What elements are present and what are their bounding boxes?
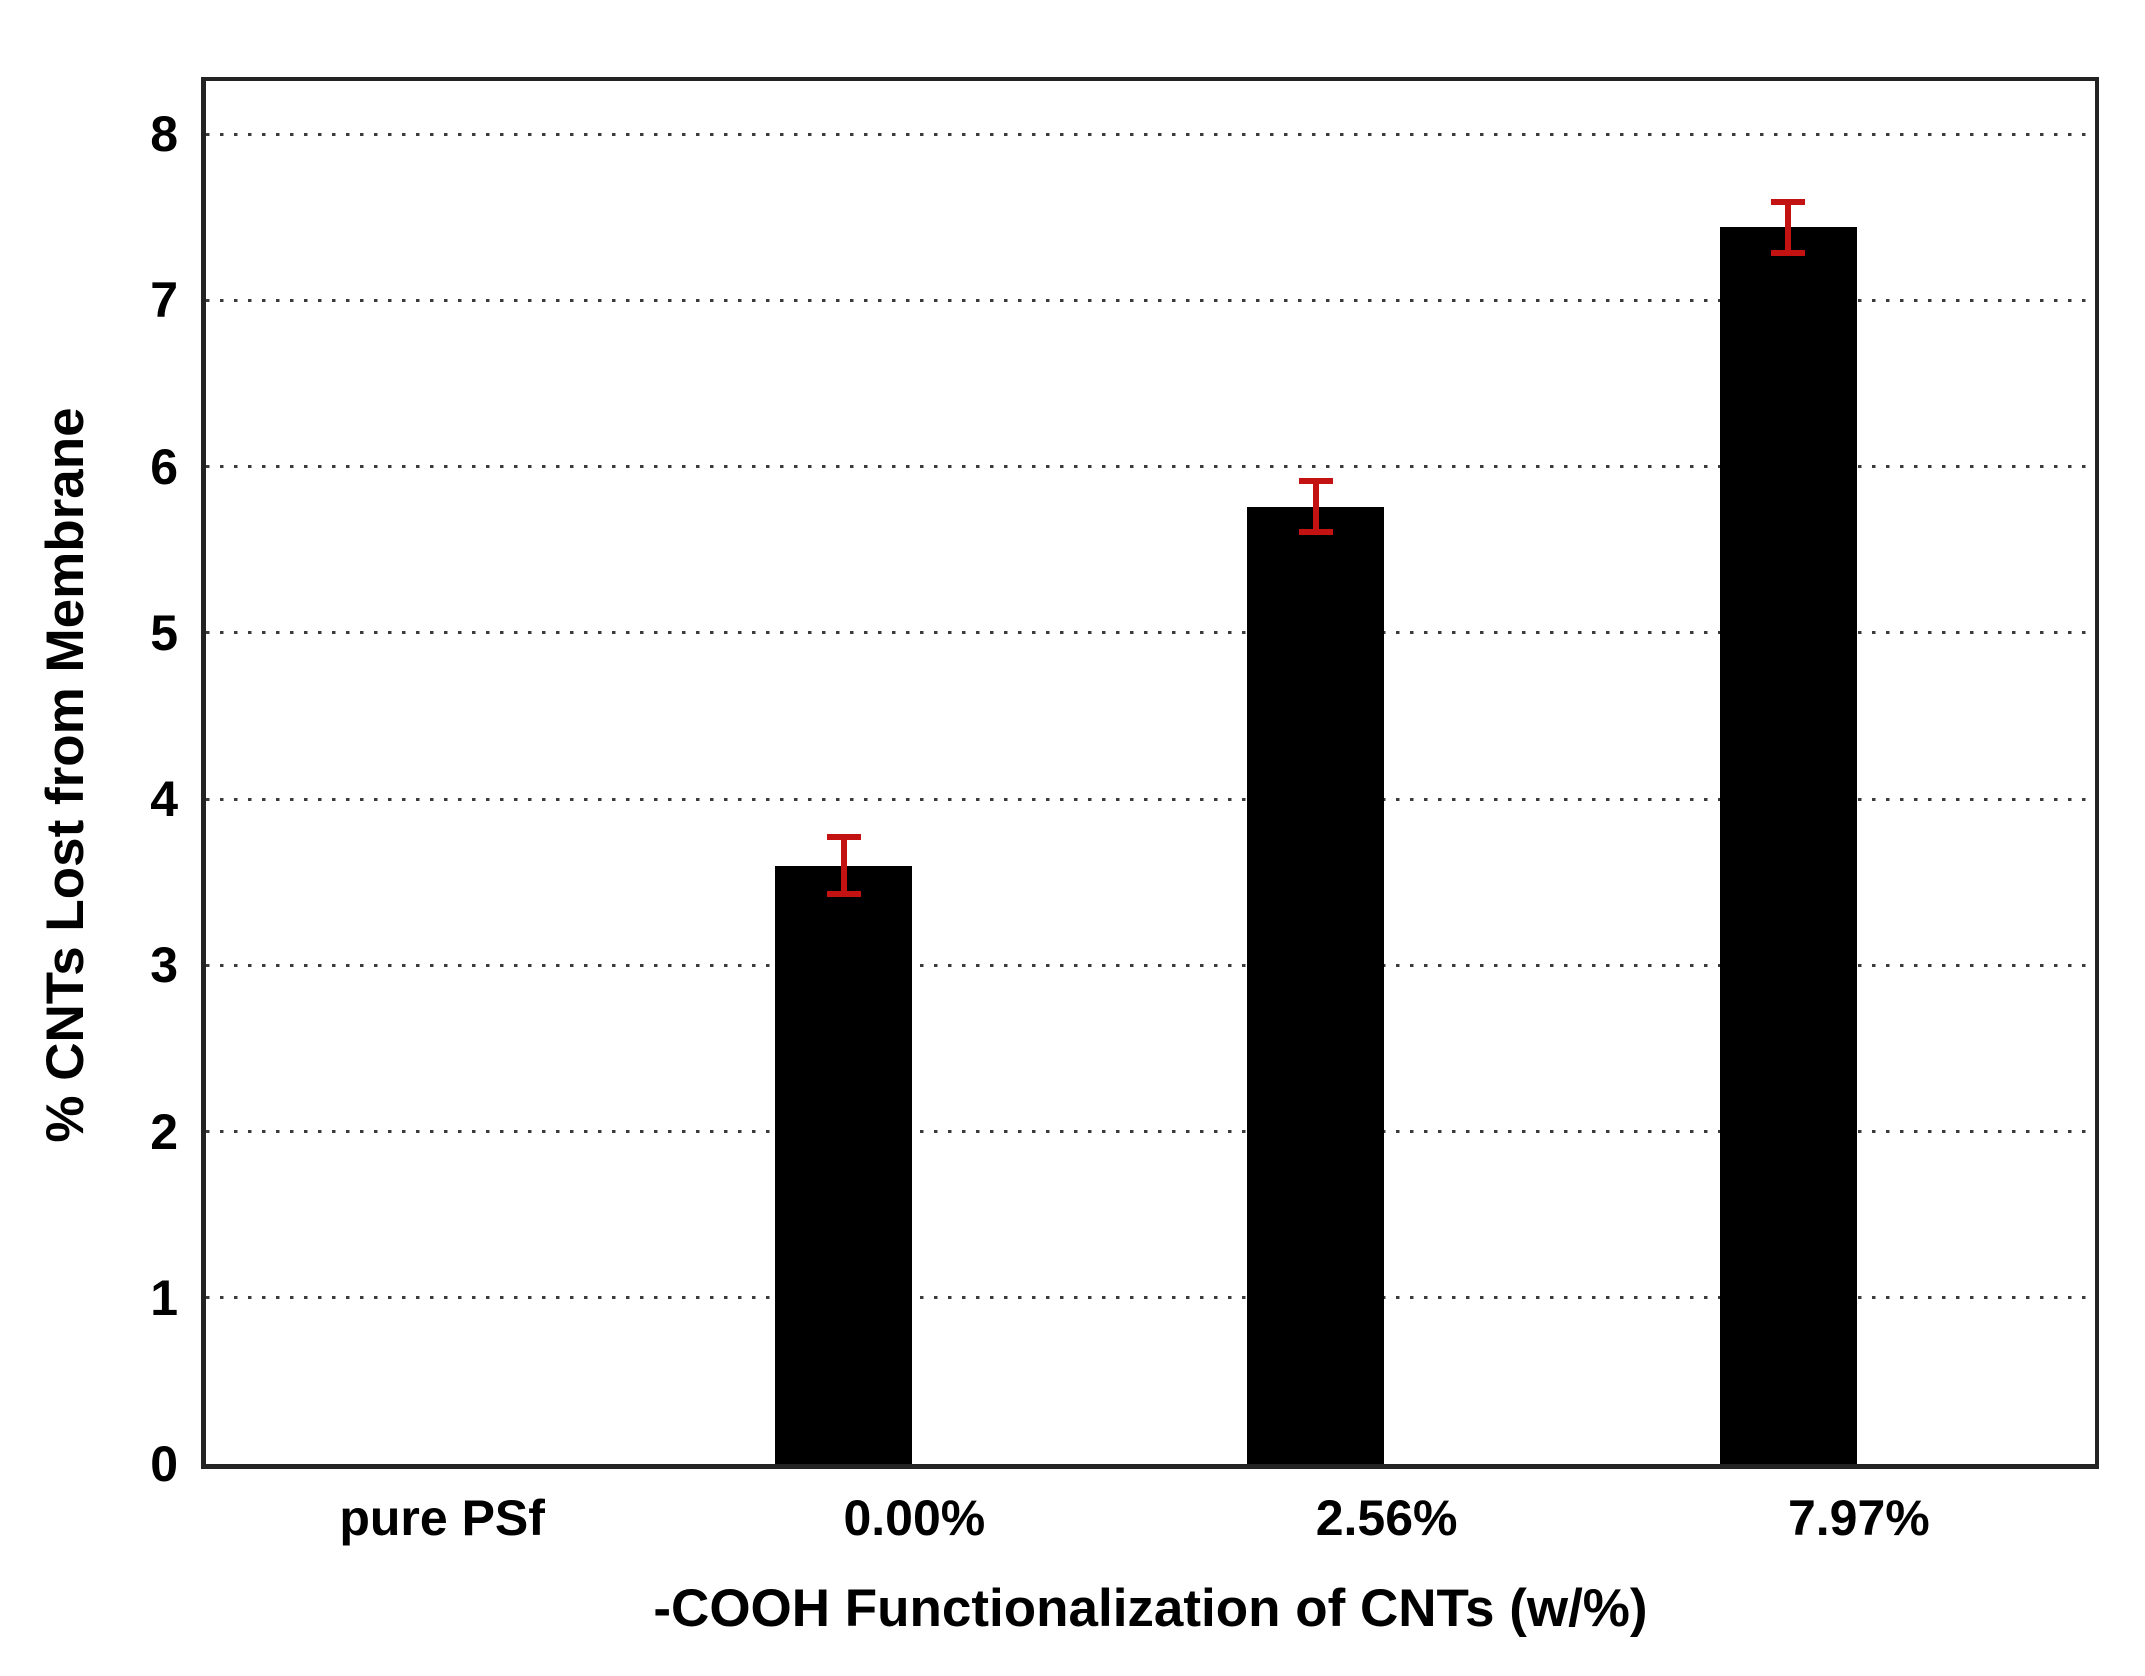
y-tick-label-5: 5 (150, 604, 178, 661)
error-bar-cap-bottom (826, 891, 861, 898)
error-bar-2-56- (1298, 478, 1333, 535)
y-tick-label-1: 1 (150, 1269, 178, 1326)
error-bar-line (1312, 478, 1319, 535)
y-tick-label-6: 6 (150, 438, 178, 495)
plot-area (201, 77, 2099, 1469)
gridline-y-7 (206, 298, 2095, 302)
y-tick-label-4: 4 (150, 771, 178, 828)
gridline-y-1 (206, 1296, 2095, 1300)
y-tick-label-2: 2 (150, 1103, 178, 1160)
x-axis-title: -COOH Functionalization of CNTs (w/%) (653, 1579, 1648, 1638)
y-tick-label-3: 3 (150, 937, 178, 994)
error-bar-7-97- (1771, 199, 1806, 256)
y-tick-label-8: 8 (150, 106, 178, 163)
bar-0-00- (775, 865, 913, 1464)
error-bar-cap-top (1771, 199, 1806, 206)
error-bar-line (1785, 199, 1792, 256)
y-axis-ticks: 0 1 2 3 4 5 6 7 8 (0, 81, 178, 1489)
x-tick-label-0-00-: 0.00% (843, 1490, 986, 1546)
error-bar-cap-bottom (1298, 528, 1333, 535)
gridline-y-5 (206, 631, 2095, 635)
x-tick-label-7-97-: 7.97% (1787, 1490, 1930, 1546)
gridline-y-4 (206, 797, 2095, 801)
error-bar-0-00- (826, 834, 861, 898)
bar-2-56- (1247, 506, 1385, 1464)
x-tick-label-pure-psf: pure PSf (339, 1490, 545, 1546)
gridline-y-8 (206, 132, 2095, 136)
x-axis-ticks: pure PSf 0.00% 2.56% 7.97% (206, 1477, 2095, 1557)
error-bar-cap-top (826, 834, 861, 841)
y-tick-label-0: 0 (150, 1436, 178, 1492)
error-bar-cap-bottom (1771, 249, 1806, 256)
y-tick-label-7: 7 (150, 272, 178, 329)
error-bar-line (840, 834, 847, 898)
bar-7-97- (1719, 227, 1857, 1464)
gridline-y-6 (206, 465, 2095, 469)
x-tick-label-2-56-: 2.56% (1315, 1490, 1458, 1546)
gridline-y-2 (206, 1130, 2095, 1134)
error-bar-cap-top (1298, 478, 1333, 485)
gridline-y-3 (206, 963, 2095, 967)
